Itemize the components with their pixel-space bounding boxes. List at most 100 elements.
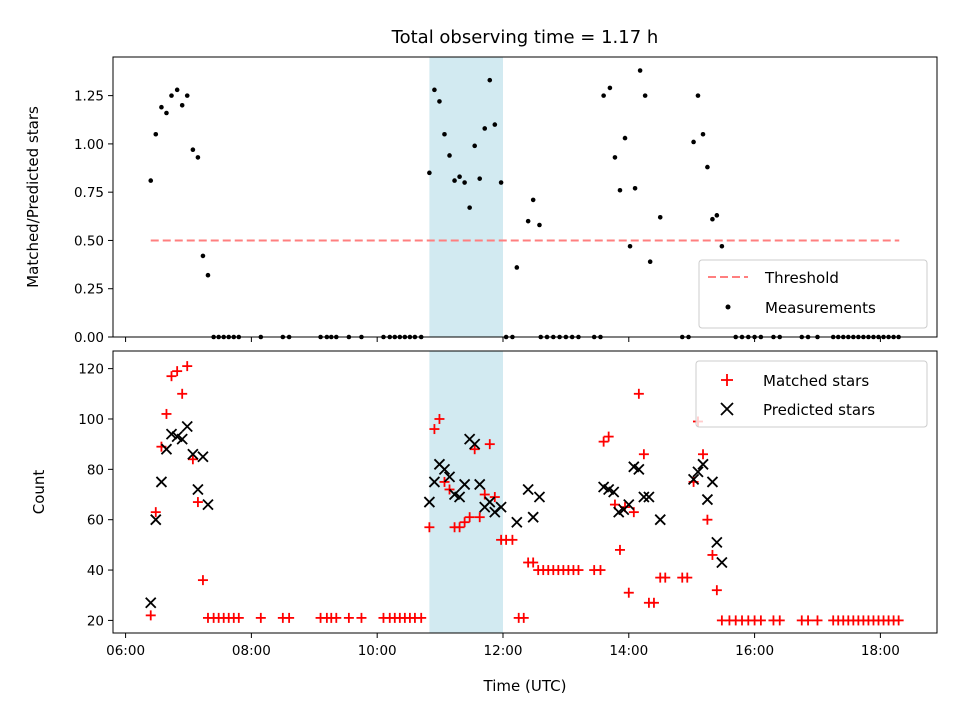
predicted-star-point [474,478,486,491]
predicted-star-point [533,491,546,503]
x-tick-label: 06:00 [106,643,145,659]
predicted-star-mark-b [654,514,666,526]
bottom-plot-frame [112,350,938,634]
matched-star-point [484,439,495,450]
bot-y-tick-label: 80 [87,462,104,478]
predicted-star-point [423,496,436,508]
matched-star-point [598,436,609,447]
measurement-point [537,222,542,228]
predicted-star-mark-b [202,498,214,511]
matched-star-point [150,507,161,518]
measurement-point [700,131,706,137]
predicted-star-point [202,498,214,511]
top-shaded-region-layer [429,57,503,337]
matched-star-point [444,484,455,495]
predicted-star-point [522,483,534,496]
predicted-star-mark-b [638,491,650,503]
bot-shaded-region [429,351,503,633]
measurement-point [617,187,623,193]
matched-star-point [356,612,367,623]
predicted-star-mark-b [697,458,709,470]
measurement-point [467,205,472,210]
predicted-star-mark-b [428,476,441,488]
predicted-star-point [197,451,209,463]
top-y-tick-label: 1.25 [74,89,104,105]
matched-star-point [614,544,625,555]
matched-star-point [893,615,904,626]
matched-star-point [166,371,177,382]
legend-measurements-label: Measurements [765,299,876,317]
matched-star-point [812,615,823,626]
bottom-y-axis-label: Count [30,470,48,515]
bot-y-tick-label: 20 [87,613,104,629]
x-axis-label: Time (UTC) [483,677,567,695]
bottom-shaded-region-layer [429,351,503,633]
measurement-point [632,186,638,191]
measurement-point [442,131,447,137]
predicted-star-point [484,496,496,508]
measurement-point [148,178,154,183]
matched-star-point [489,492,500,503]
measurement-point [710,216,715,222]
x-tick-label: 08:00 [232,643,271,659]
predicted-star-mark-b [453,491,466,503]
matched-star-point [416,612,427,623]
predicted-star-mark-b [192,483,204,496]
predicted-star-mark-b [155,476,168,488]
predicted-star-point [428,476,441,488]
predicted-star-mark-b [438,463,451,475]
matched-star-point [331,612,342,623]
predicted-star-mark-b [145,597,157,609]
measurement-point [691,139,696,145]
matched-star-point [434,413,445,424]
predicted-star-point [458,478,471,491]
measurement-point [607,85,613,91]
matched-star-point [255,612,266,623]
predicted-star-mark-b [464,433,476,445]
measurement-point [627,243,633,249]
top-shaded-region [429,57,503,337]
predicted-star-point [176,433,188,445]
legend-predicted-swatch [720,402,734,416]
matched-star-point [343,612,354,623]
predicted-star-mark-b [608,486,620,498]
measurement-point [169,93,174,98]
predicted-star-mark-b [165,428,178,440]
bottom-data-layer [145,361,904,626]
x-tick-label: 10:00 [358,643,397,659]
legend-measurements-swatch [725,304,731,310]
predicted-star-mark-b [716,556,728,569]
predicted-star-point [192,483,204,496]
matched-star-point [469,444,480,455]
measurement-point [190,147,196,152]
predicted-star-mark-b [597,481,610,493]
matched-star-point [145,610,156,621]
matched-star-point [660,572,671,583]
matched-star-point [707,549,718,560]
bot-y-tick-label: 120 [78,362,104,378]
matched-star-point [284,612,295,623]
measurement-point [601,93,606,98]
x-tick-label: 14:00 [609,643,648,659]
predicted-star-point [165,428,178,440]
predicted-star-point [697,458,709,470]
matched-star-point [603,431,614,442]
predicted-star-mark-b [692,466,704,478]
predicted-star-mark-b [484,496,496,508]
predicted-star-mark-b [527,511,539,523]
measurement-point [462,180,467,185]
matched-star-point [638,449,649,460]
matched-star-point [182,361,193,372]
bot-y-tick-label: 40 [87,563,104,579]
measurement-point [447,153,452,158]
measurement-point [477,176,483,181]
top-legend-box [698,259,928,329]
top-axis-ticks: 0.00 0.25 0.50 0.75 1.00 1.25 [74,89,881,346]
predicted-star-point [443,471,456,483]
matched-star-point [803,615,814,626]
predicted-star-mark-b [706,476,719,488]
matched-star-point [595,565,606,576]
measurement-point [153,131,159,137]
predicted-star-point [181,420,193,433]
